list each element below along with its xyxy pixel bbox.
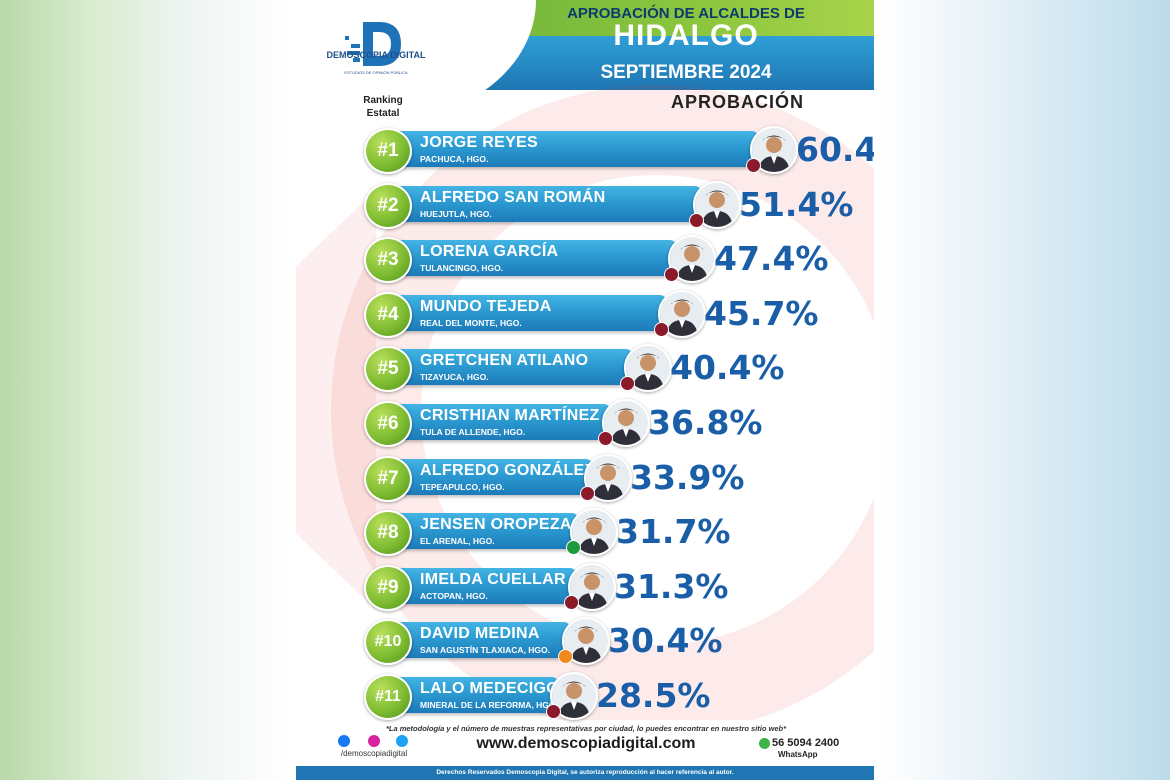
mayor-city: REAL DEL MONTE, HGO. xyxy=(420,317,522,328)
mayor-city: TEPEAPULCO, HGO. xyxy=(420,481,505,492)
party-logo-icon xyxy=(746,158,761,173)
approval-bar xyxy=(380,404,610,440)
rank-badge: #5 xyxy=(364,346,412,393)
approval-percent: 47.4% xyxy=(714,239,829,279)
demoscopia-logo-icon xyxy=(345,22,401,66)
mayor-name: JORGE REYES xyxy=(420,134,539,151)
mayor-city: PACHUCA, HGO. xyxy=(420,154,489,164)
mayor-photo xyxy=(658,289,706,338)
approval-bar xyxy=(380,458,592,495)
facebook-icon[interactable] xyxy=(338,735,350,747)
mayor-name: MUNDO TEJEDA xyxy=(420,297,552,315)
rank-badge: #1 xyxy=(364,128,412,174)
social-handle: /demoscopiadigital xyxy=(340,749,408,758)
approval-percent: 40.4% xyxy=(670,348,785,388)
phone-number: 56 5094 2400 xyxy=(772,737,840,749)
party-logo-icon xyxy=(654,321,669,337)
party-logo-icon xyxy=(564,594,579,610)
mayor-name: DAVID MEDINA xyxy=(420,625,540,643)
mayor-photo xyxy=(550,672,598,720)
approval-percent: 36.8% xyxy=(648,403,763,442)
instagram-icon[interactable] xyxy=(368,735,380,747)
rank-badge: #8 xyxy=(364,510,412,557)
title-line-3: SEPTIEMBRE 2024 xyxy=(600,62,772,83)
approval-bar xyxy=(380,567,576,604)
mayor-city: TULA DE ALLENDE, HGO. xyxy=(420,427,526,437)
approval-percent: 31.3% xyxy=(614,566,729,606)
approval-percent: 51.4% xyxy=(739,184,854,224)
rank-badge: #11 xyxy=(364,674,412,720)
approval-percent: 31.7% xyxy=(616,512,731,552)
approval-percent: 28.5% xyxy=(596,676,711,715)
logo-tagline: ESTUDIOS DE OPINIÓN PÚBLICA xyxy=(344,70,408,75)
approval-bar xyxy=(380,240,676,277)
approval-label: APROBACIÓN xyxy=(671,92,805,112)
title-line-1: APROBACIÓN DE ALCALDES DE xyxy=(567,5,805,22)
mayor-photo xyxy=(584,453,632,502)
mayor-photo xyxy=(568,562,616,611)
rank-badge: #3 xyxy=(364,237,412,284)
mayor-name: ALFREDO GONZÁLEZ xyxy=(420,461,595,479)
party-logo-icon xyxy=(558,649,573,665)
mayor-name: ALFREDO SAN ROMÁN xyxy=(420,188,606,206)
approval-percent: 60.4% xyxy=(796,130,874,169)
party-logo-icon xyxy=(620,376,635,392)
approval-bar xyxy=(380,513,578,550)
party-logo-icon xyxy=(689,212,704,228)
header-blue-band xyxy=(496,36,874,90)
mayor-name: LORENA GARCÍA xyxy=(420,243,559,261)
infographic-card: DEMOSCOPIA DIGITAL ESTUDIOS DE OPINIÓN P… xyxy=(296,0,874,780)
mayor-name: JENSEN OROPEZA xyxy=(420,516,572,534)
whatsapp-icon xyxy=(759,738,770,749)
rank-badge: #4 xyxy=(364,291,412,338)
approval-percent: 33.9% xyxy=(630,457,745,497)
rank-badge: #9 xyxy=(364,564,412,611)
party-logo-icon xyxy=(664,267,679,283)
mayor-city: SAN AGUSTÍN TLAXIACA, HGO. xyxy=(420,645,551,656)
approval-bar xyxy=(380,185,701,222)
methodology-note: *La metodología y el número de muestras … xyxy=(385,724,787,733)
whatsapp-label: WhatsApp xyxy=(778,750,818,759)
mayor-name: IMELDA CUELLAR xyxy=(420,570,566,588)
rank-badge: #10 xyxy=(364,619,412,666)
rank-badge: #2 xyxy=(364,182,412,229)
mayor-name: CRISTHIAN MARTÍNEZ xyxy=(420,407,600,424)
title-line-2: HIDALGO xyxy=(613,19,759,52)
mayor-city: MINERAL DE LA REFORMA, HGO. xyxy=(420,700,558,710)
mayor-photo xyxy=(562,617,610,666)
website-link[interactable]: www.demoscopiadigital.com xyxy=(476,735,696,752)
party-logo-icon xyxy=(566,540,581,556)
mayor-photo xyxy=(624,344,672,393)
approval-bar xyxy=(380,294,666,331)
party-logo-icon xyxy=(580,485,595,501)
approval-percent: 30.4% xyxy=(608,621,723,661)
mayor-city: HUEJUTLA, HGO. xyxy=(420,208,492,219)
twitter-icon[interactable] xyxy=(396,735,408,747)
mayor-city: ACTOPAN, HGO. xyxy=(420,590,488,601)
ranking-label: Ranking Estatal xyxy=(363,95,403,119)
approval-bar xyxy=(380,349,632,386)
approval-percent: 45.7% xyxy=(704,293,819,333)
rank-badge: #6 xyxy=(364,401,412,447)
mayor-city: TULANCINGO, HGO. xyxy=(420,263,504,274)
mayor-name: GRETCHEN ATILANO xyxy=(420,352,589,370)
mayor-city: EL ARENAL, HGO. xyxy=(420,536,495,547)
logo-name: DEMOSCOPIA DIGITAL xyxy=(326,50,426,60)
mayor-city: TIZAYUCA, HGO. xyxy=(420,372,489,383)
party-logo-icon xyxy=(598,431,613,446)
mayor-name: LALO MEDECIGO xyxy=(420,680,560,697)
rank-badge: #7 xyxy=(364,455,412,502)
header-banner: DEMOSCOPIA DIGITAL ESTUDIOS DE OPINIÓN P… xyxy=(296,0,874,120)
mayor-photo xyxy=(750,126,798,174)
rights-footer: Derechos Reservados Demoscopia Digital, … xyxy=(296,766,874,780)
party-logo-icon xyxy=(546,704,561,719)
approval-bar xyxy=(380,131,758,167)
